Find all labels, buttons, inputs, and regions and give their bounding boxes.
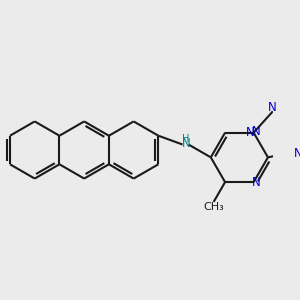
Text: CH₃: CH₃: [203, 202, 224, 212]
Text: N: N: [182, 137, 190, 150]
Text: N: N: [245, 126, 254, 139]
Text: N: N: [294, 148, 300, 160]
Text: N: N: [268, 101, 276, 114]
Text: N: N: [251, 125, 260, 138]
Text: H: H: [182, 134, 190, 143]
Text: N: N: [252, 176, 261, 189]
